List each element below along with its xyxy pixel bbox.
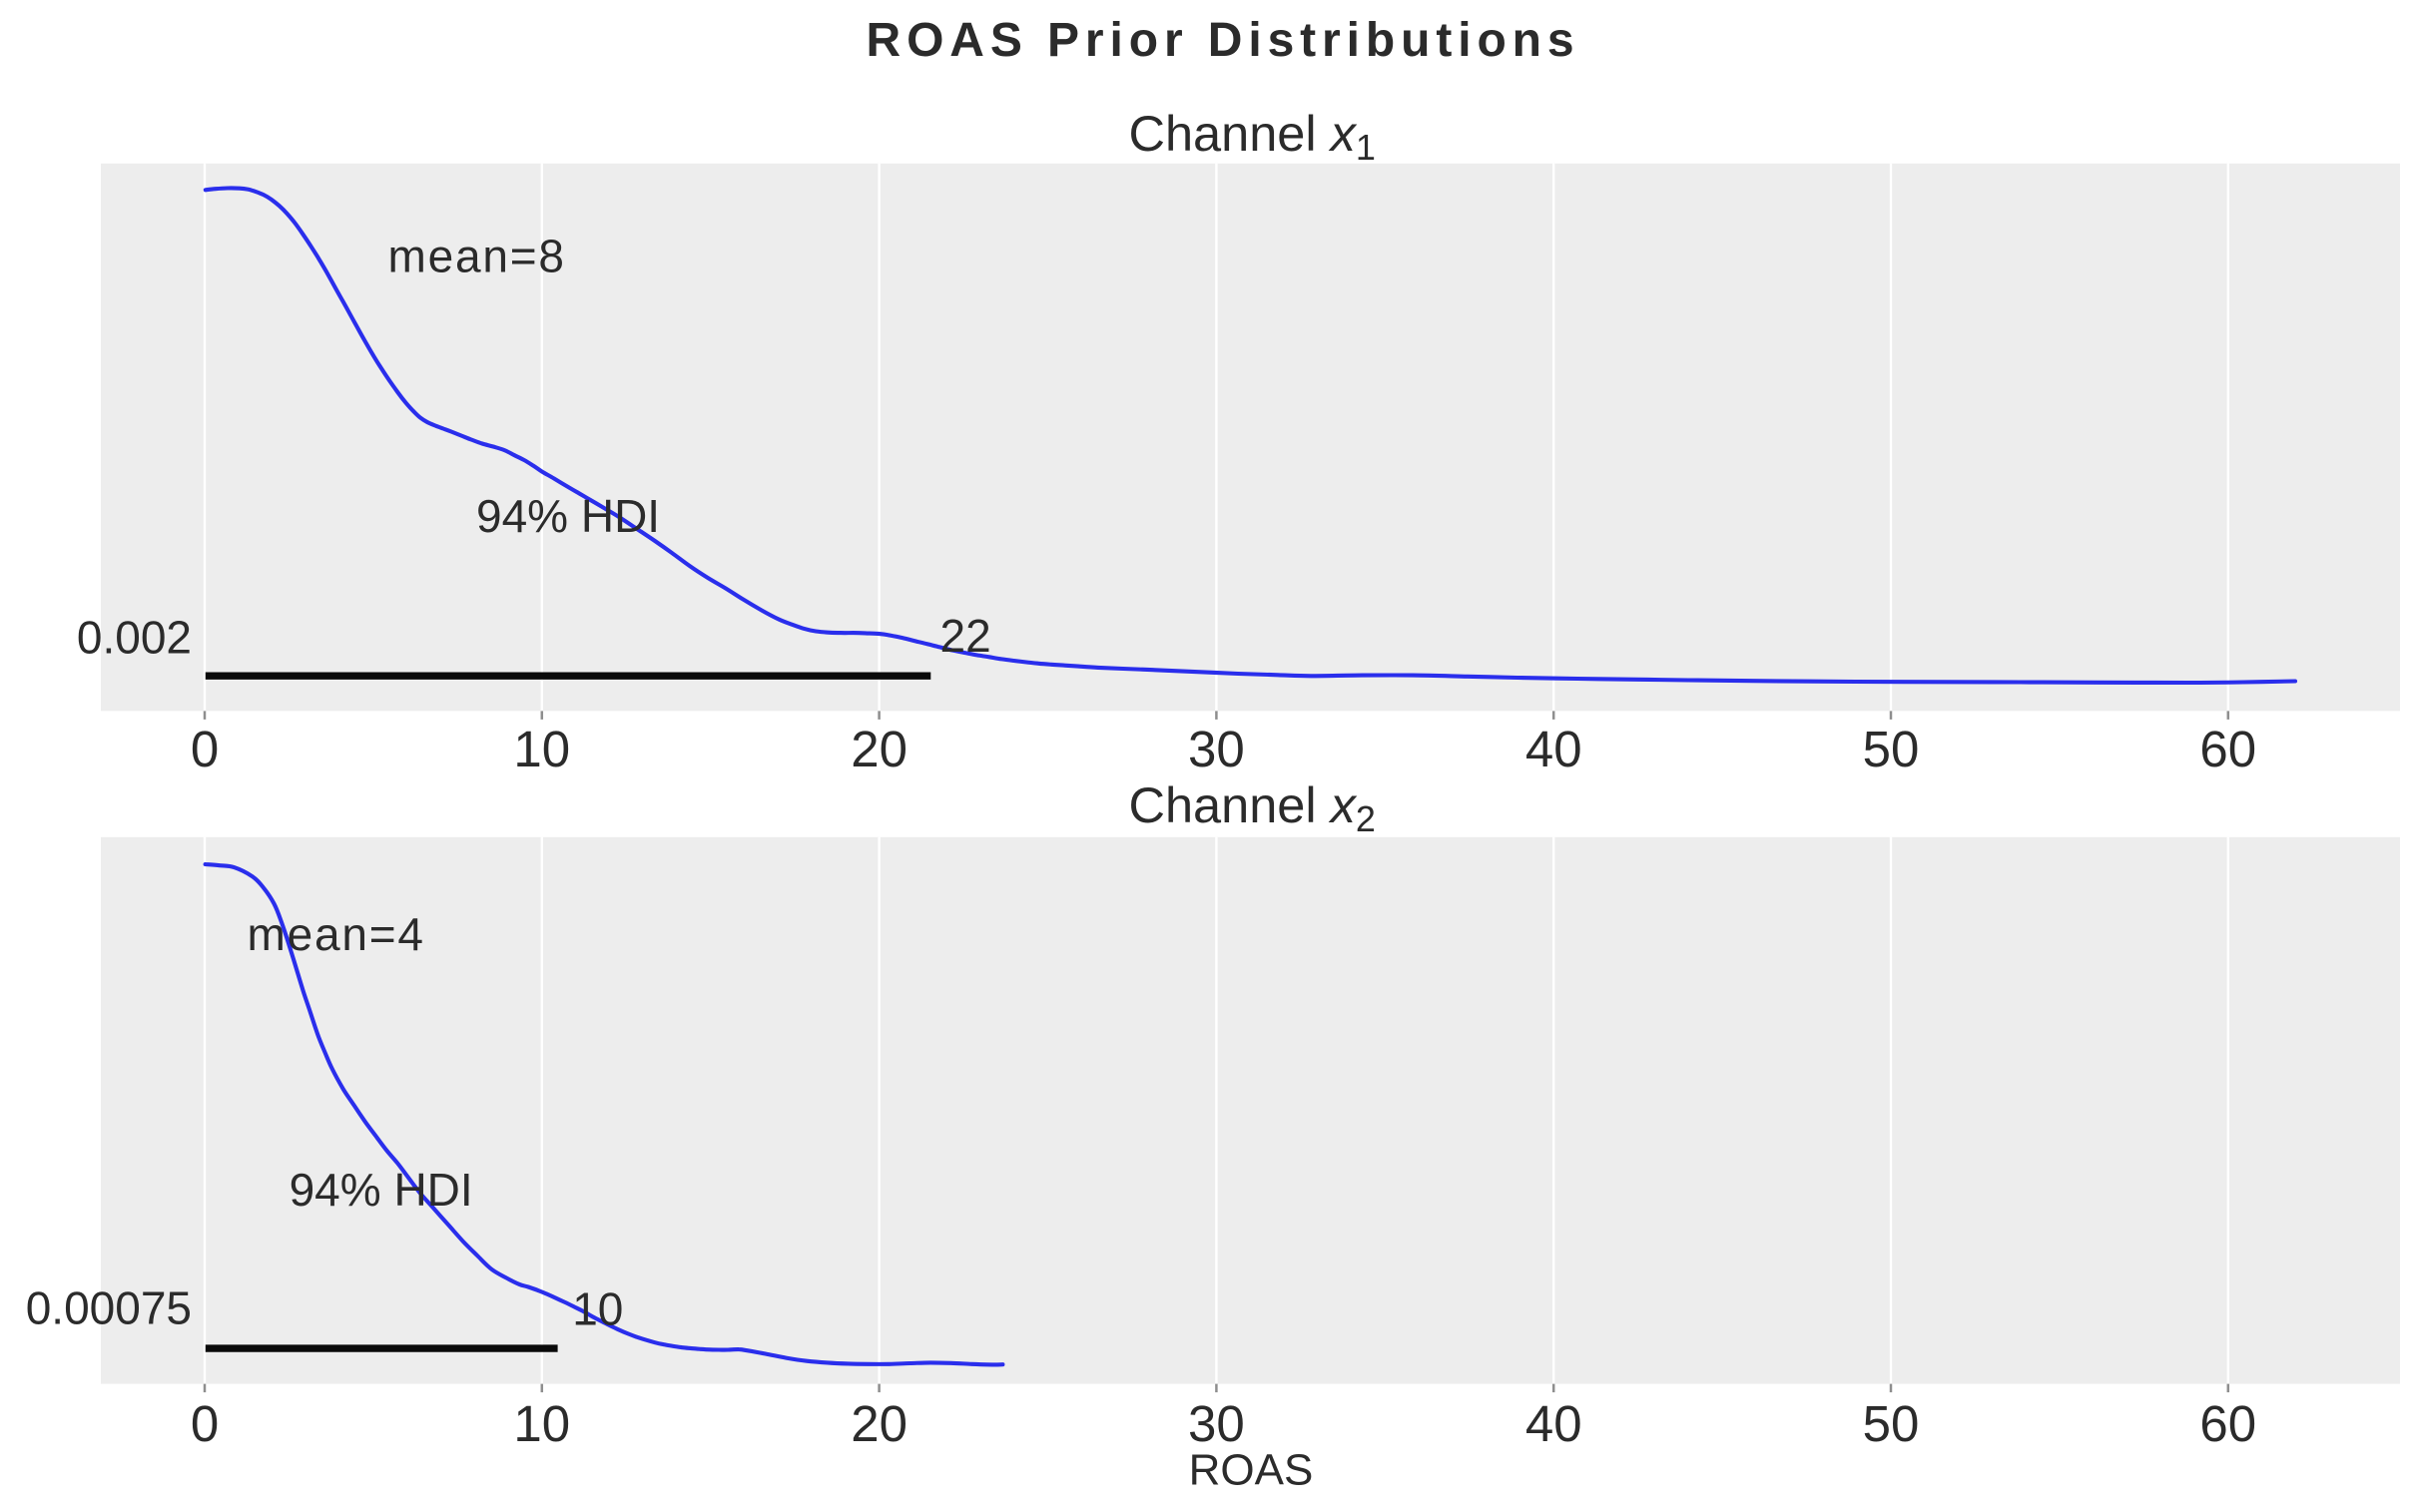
svg-text:30: 30 bbox=[1188, 721, 1245, 777]
svg-text:10: 10 bbox=[513, 1395, 570, 1452]
svg-text:ROAS: ROAS bbox=[1189, 1445, 1314, 1494]
svg-text:0.00075: 0.00075 bbox=[26, 1282, 192, 1334]
svg-text:94% HDI: 94% HDI bbox=[290, 1164, 473, 1216]
svg-text:30: 30 bbox=[1188, 1395, 1245, 1452]
svg-text:10: 10 bbox=[513, 721, 570, 777]
svg-text:Channel x1: Channel x1 bbox=[1129, 105, 1376, 168]
svg-text:mean=8: mean=8 bbox=[388, 231, 566, 282]
svg-text:20: 20 bbox=[851, 721, 907, 777]
svg-text:Channel x2: Channel x2 bbox=[1129, 776, 1376, 839]
svg-text:mean=4: mean=4 bbox=[248, 908, 425, 960]
svg-text:94% HDI: 94% HDI bbox=[476, 490, 660, 542]
svg-text:40: 40 bbox=[1525, 721, 1582, 777]
svg-text:50: 50 bbox=[1863, 721, 1920, 777]
svg-text:20: 20 bbox=[851, 1395, 907, 1452]
svg-text:50: 50 bbox=[1863, 1395, 1920, 1452]
svg-text:10: 10 bbox=[572, 1283, 623, 1335]
svg-text:40: 40 bbox=[1525, 1395, 1582, 1452]
svg-text:ROAS Prior Distributions: ROAS Prior Distributions bbox=[867, 14, 1580, 67]
svg-text:0.002: 0.002 bbox=[77, 612, 192, 664]
svg-text:60: 60 bbox=[2199, 1395, 2256, 1452]
svg-text:60: 60 bbox=[2199, 721, 2256, 777]
svg-text:22: 22 bbox=[940, 610, 991, 662]
svg-text:0: 0 bbox=[191, 721, 219, 777]
svg-text:0: 0 bbox=[191, 1395, 219, 1452]
